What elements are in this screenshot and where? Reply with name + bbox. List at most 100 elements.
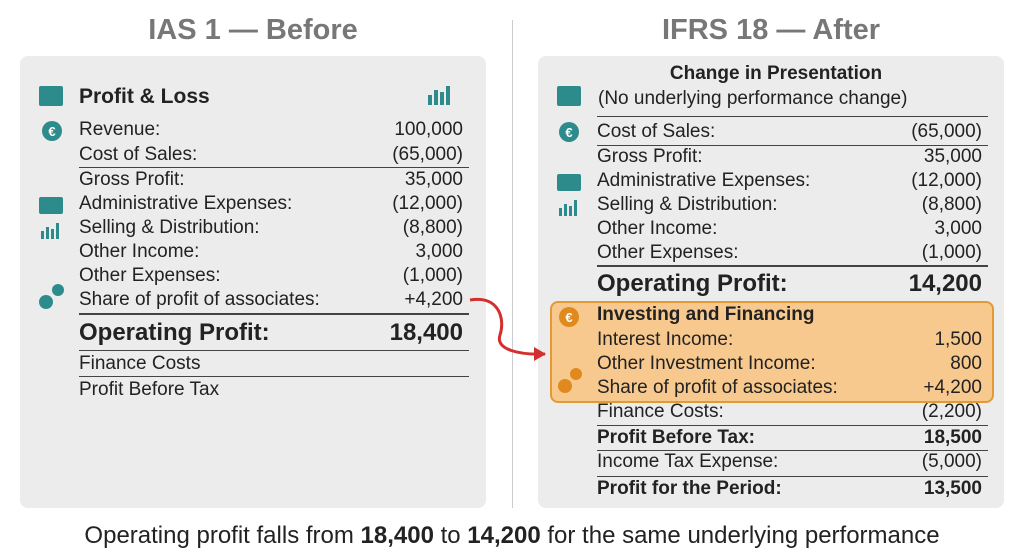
row-label: Cost of Sales: [79,144,198,165]
left-title: IAS 1 — Before [148,14,358,46]
row-label: Revenue: [79,119,161,140]
rule [597,265,988,267]
row-label: Interest Income: [597,329,734,350]
left-heading: Profit & Loss [79,85,210,108]
caption: Operating profit falls from 18,400 to 14… [0,522,1024,550]
row-value: (8,800) [402,217,463,238]
row-value: (1,000) [921,242,982,263]
rule [79,313,469,315]
row-value: (12,000) [911,170,982,191]
row: Operating Profit: 18,400 [79,321,463,345]
row-label: Selling & Distribution: [597,194,778,215]
row-value: 35,000 [404,169,463,190]
row: Administrative Expenses: (12,000) [79,192,463,216]
row-label: Other Income: [597,218,718,239]
row-value: 35,000 [923,146,982,167]
row-label: Other Income: [79,241,200,262]
svg-text:€: € [48,124,55,139]
row-label: Administrative Expenses: [597,170,811,191]
left-panel [20,56,486,508]
row: Cost of Sales: (65,000) [79,143,463,167]
divider [512,20,513,508]
row-label: Income Tax Expense: [597,451,779,472]
row-label: Operating Profit: [597,270,788,297]
rule [79,376,469,377]
row-value: 1,500 [934,329,982,350]
right-subheading: (No underlying performance change) [598,88,908,109]
row: Income Tax Expense: (5,000) [597,450,982,474]
row: Selling & Distribution: (8,800) [79,216,463,240]
row-value: 3,000 [934,218,982,239]
row: Share of profit of associates: +4,200 [597,376,982,400]
row-label: Finance Costs [79,353,201,374]
row: Finance Costs [79,352,463,376]
row-label: Gross Profit: [597,146,703,167]
row: Other Income: 3,000 [597,217,982,241]
row-label: Cost of Sales: [597,121,716,142]
caption-value: 18,400 [360,522,434,549]
row: Other Income: 3,000 [79,240,463,264]
row-label: Administrative Expenses: [79,193,293,214]
row-label: Selling & Distribution: [79,217,260,238]
rule [597,145,988,146]
row-value: (2,200) [921,401,982,422]
row: Selling & Distribution: (8,800) [597,193,982,217]
row-label: Share of profit of associates: [597,377,838,398]
right-title: IFRS 18 — After [661,14,881,46]
row-value: (65,000) [911,121,982,142]
row-value: +4,200 [923,377,982,398]
row-label: Operating Profit: [79,319,270,346]
row-label: Profit Before Tax: [597,427,756,448]
row: Finance Costs: (2,200) [597,400,982,424]
row: Cost of Sales: (65,000) [597,120,982,144]
row: Interest Income: 1,500 [597,328,982,352]
row-value: (65,000) [392,144,463,165]
row-value: 14,200 [908,270,982,297]
row-value: 100,000 [394,119,463,140]
row: Profit Before Tax: 18,500 [597,426,982,450]
svg-text:€: € [565,125,572,140]
row-value: 18,500 [923,427,982,448]
row-label: Profit for the Period: [597,478,782,499]
caption-text: Operating profit falls from [84,522,354,549]
row-label: Gross Profit: [79,169,185,190]
row-value: (1,000) [402,265,463,286]
row: Gross Profit: 35,000 [597,145,982,169]
row-label: Profit Before Tax [79,379,220,400]
row: Revenue: 100,000 [79,118,463,142]
investing-title: Investing and Financing [597,304,815,325]
row-value: 3,000 [415,241,463,262]
row: Other Expenses: (1,000) [597,241,982,265]
rule [79,350,469,351]
row-label: Other Investment Income: [597,353,816,374]
svg-text:€: € [565,310,572,325]
row: Profit Before Tax [79,378,463,402]
row-value: 13,500 [923,478,982,499]
row-value: 800 [950,353,982,374]
row-label: Other Expenses: [79,265,221,286]
rule [597,116,988,117]
right-panel [538,56,1004,508]
row-value: (5,000) [921,451,982,472]
caption-text: to [440,522,461,549]
row: Administrative Expenses: (12,000) [597,169,982,193]
row: Operating Profit: 14,200 [597,272,982,296]
row: Other Investment Income: 800 [597,352,982,376]
row-value: (12,000) [392,193,463,214]
row-label: Share of profit of associates: [79,289,320,310]
rule [597,476,988,477]
rule [597,425,988,426]
rule [79,167,469,168]
caption-value: 14,200 [467,522,541,549]
rule [597,450,988,451]
row-value: +4,200 [404,289,463,310]
row-value: (8,800) [921,194,982,215]
investing-box [550,301,994,403]
caption-text: for the same underlying performance [547,522,940,549]
right-heading: Change in Presentation [669,63,883,84]
row: Other Expenses: (1,000) [79,264,463,288]
row: Gross Profit: 35,000 [79,168,463,192]
row-label: Finance Costs: [597,401,724,422]
